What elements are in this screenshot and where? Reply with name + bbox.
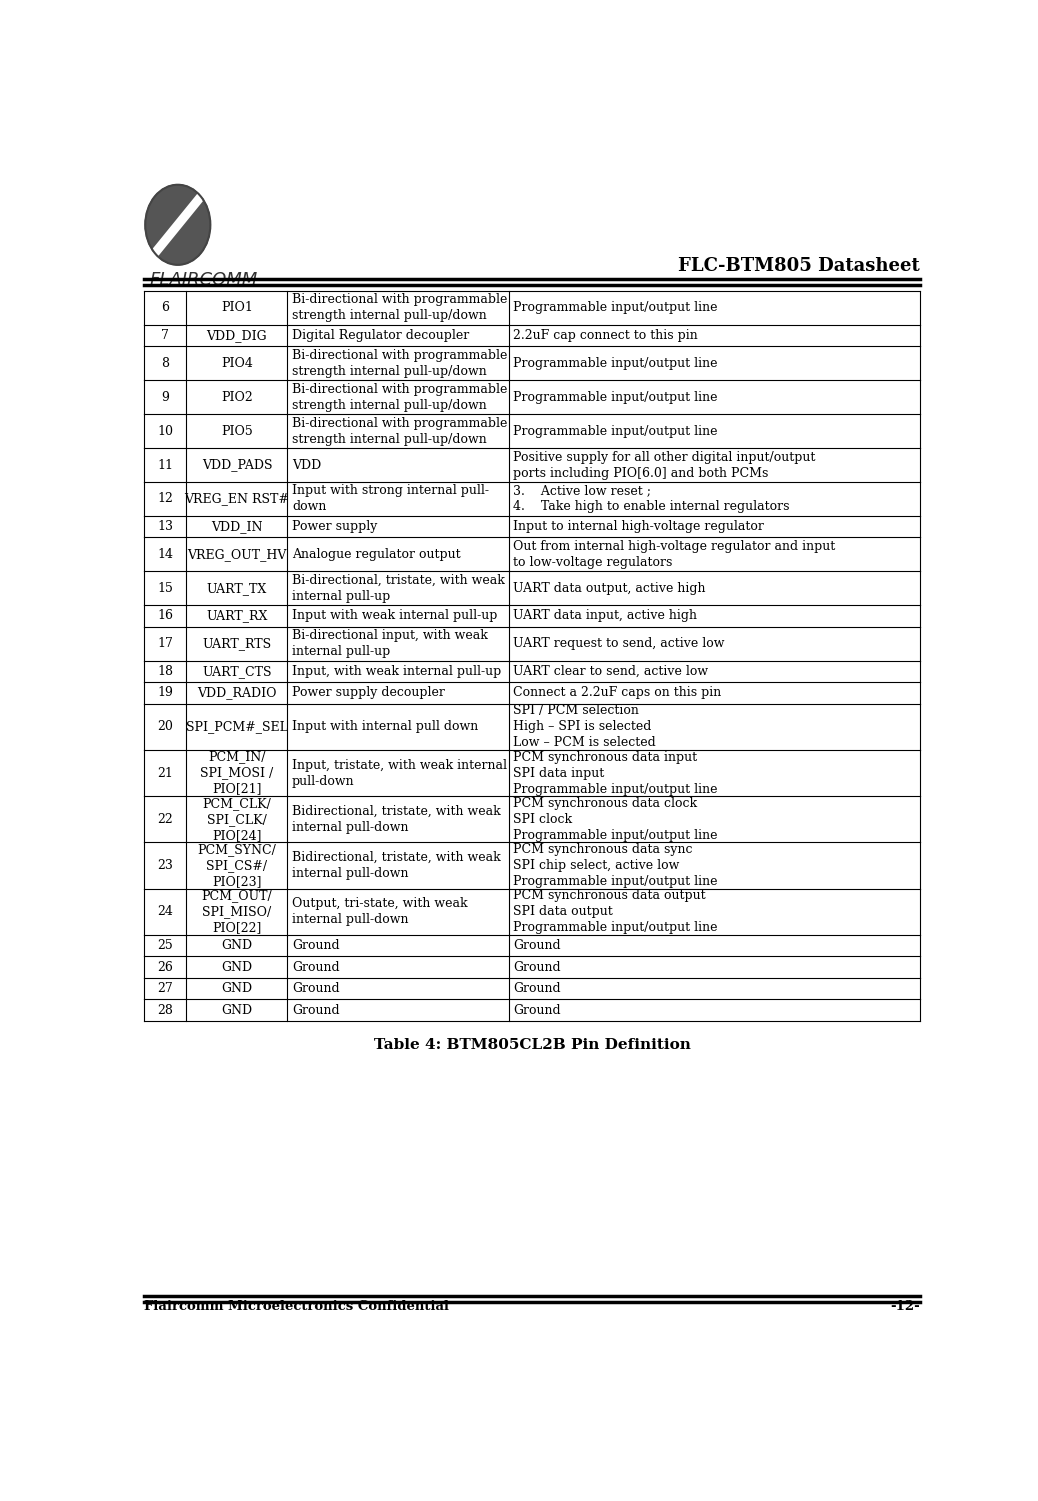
Text: 24: 24 — [157, 905, 173, 919]
Text: PCM synchronous data output
SPI data output
Programmable input/output line: PCM synchronous data output SPI data out… — [514, 889, 718, 934]
Text: 7: 7 — [161, 329, 169, 342]
Text: 14: 14 — [157, 548, 173, 561]
Text: 22: 22 — [157, 812, 173, 826]
Text: UART data output, active high: UART data output, active high — [514, 582, 706, 594]
Text: Ground: Ground — [514, 940, 561, 952]
Text: PIO1: PIO1 — [221, 302, 253, 314]
Text: Output, tri-state, with weak
internal pull-down: Output, tri-state, with weak internal pu… — [292, 898, 468, 926]
Text: Ground: Ground — [292, 940, 339, 952]
Text: Programmable input/output line: Programmable input/output line — [514, 302, 718, 314]
Text: 21: 21 — [157, 767, 173, 779]
Text: Input to internal high-voltage regulator: Input to internal high-voltage regulator — [514, 521, 764, 533]
Text: PCM synchronous data input
SPI data input
Programmable input/output line: PCM synchronous data input SPI data inpu… — [514, 750, 718, 796]
Text: 8: 8 — [161, 357, 169, 369]
Text: Table 4: BTM805CL2B Pin Definition: Table 4: BTM805CL2B Pin Definition — [374, 1037, 690, 1052]
Text: GND: GND — [221, 982, 252, 995]
Text: Bidirectional, tristate, with weak
internal pull-down: Bidirectional, tristate, with weak inter… — [292, 851, 500, 880]
Text: Programmable input/output line: Programmable input/output line — [514, 425, 718, 438]
Text: Power supply: Power supply — [292, 521, 378, 533]
Text: PIO5: PIO5 — [221, 425, 253, 438]
Text: PCM_CLK/
SPI_CLK/
PIO[24]: PCM_CLK/ SPI_CLK/ PIO[24] — [202, 797, 271, 842]
Text: GND: GND — [221, 961, 252, 974]
Text: Positive supply for all other digital input/output
ports including PIO[6.0] and : Positive supply for all other digital in… — [514, 450, 816, 479]
Text: FLC-BTM805 Datasheet: FLC-BTM805 Datasheet — [679, 257, 921, 275]
Text: Bi-directional with programmable
strength internal pull-up/down: Bi-directional with programmable strengt… — [292, 417, 508, 446]
Ellipse shape — [145, 185, 211, 264]
Text: 18: 18 — [157, 665, 173, 678]
Text: 26: 26 — [157, 961, 173, 974]
Text: 2.2uF cap connect to this pin: 2.2uF cap connect to this pin — [514, 329, 699, 342]
Text: SPI / PCM selection
High – SPI is selected
Low – PCM is selected: SPI / PCM selection High – SPI is select… — [514, 704, 656, 749]
Text: 3.    Active low reset ;
4.    Take high to enable internal regulators: 3. Active low reset ; 4. Take high to en… — [514, 485, 790, 513]
Text: PIO2: PIO2 — [221, 390, 253, 404]
Text: Ground: Ground — [292, 1004, 339, 1016]
Text: UART_CTS: UART_CTS — [202, 665, 272, 678]
Text: UART_RX: UART_RX — [207, 609, 268, 623]
Text: 11: 11 — [157, 458, 173, 471]
Text: Input, tristate, with weak internal
pull-down: Input, tristate, with weak internal pull… — [292, 758, 507, 788]
Text: Ground: Ground — [514, 961, 561, 974]
Text: GND: GND — [221, 940, 252, 952]
Text: Programmable input/output line: Programmable input/output line — [514, 390, 718, 404]
Text: Bi-directional, tristate, with weak
internal pull-up: Bi-directional, tristate, with weak inte… — [292, 573, 504, 603]
Text: 28: 28 — [157, 1004, 173, 1016]
Text: 20: 20 — [157, 720, 173, 734]
Text: Power supply decoupler: Power supply decoupler — [292, 686, 445, 699]
Text: 27: 27 — [157, 982, 173, 995]
Text: -12-: -12- — [891, 1300, 921, 1313]
Text: 9: 9 — [161, 390, 169, 404]
Text: PCM synchronous data sync
SPI chip select, active low
Programmable input/output : PCM synchronous data sync SPI chip selec… — [514, 844, 718, 889]
Text: Bi-directional with programmable
strength internal pull-up/down: Bi-directional with programmable strengt… — [292, 293, 508, 323]
Text: 17: 17 — [157, 636, 173, 650]
Text: FLAIRCOMM: FLAIRCOMM — [149, 272, 257, 290]
Text: Bi-directional with programmable
strength internal pull-up/down: Bi-directional with programmable strengt… — [292, 348, 508, 378]
Text: UART data input, active high: UART data input, active high — [514, 609, 698, 623]
Text: VREG_EN RST#: VREG_EN RST# — [185, 492, 290, 506]
Text: 6: 6 — [161, 302, 169, 314]
Text: Bidirectional, tristate, with weak
internal pull-down: Bidirectional, tristate, with weak inter… — [292, 805, 500, 833]
Text: UART_RTS: UART_RTS — [202, 636, 272, 650]
Text: Bi-directional input, with weak
internal pull-up: Bi-directional input, with weak internal… — [292, 629, 488, 657]
Text: VDD_RADIO: VDD_RADIO — [197, 686, 277, 699]
Text: Connect a 2.2uF caps on this pin: Connect a 2.2uF caps on this pin — [514, 686, 721, 699]
Text: UART clear to send, active low: UART clear to send, active low — [514, 665, 709, 678]
Text: 12: 12 — [157, 492, 173, 506]
Text: VREG_OUT_HV: VREG_OUT_HV — [187, 548, 286, 561]
Text: PCM_OUT/
SPI_MISO/
PIO[22]: PCM_OUT/ SPI_MISO/ PIO[22] — [201, 889, 272, 934]
Text: Input with internal pull down: Input with internal pull down — [292, 720, 479, 734]
Text: VDD_DIG: VDD_DIG — [207, 329, 267, 342]
Text: VDD: VDD — [292, 458, 322, 471]
Text: Ground: Ground — [514, 982, 561, 995]
Text: SPI_PCM#_SEL: SPI_PCM#_SEL — [186, 720, 288, 734]
Text: Programmable input/output line: Programmable input/output line — [514, 357, 718, 369]
Text: VDD_PADS: VDD_PADS — [201, 458, 272, 471]
Text: Input, with weak internal pull-up: Input, with weak internal pull-up — [292, 665, 501, 678]
Text: Digital Regulator decoupler: Digital Regulator decoupler — [292, 329, 469, 342]
Text: Input with strong internal pull-
down: Input with strong internal pull- down — [292, 485, 489, 513]
Text: 23: 23 — [157, 859, 173, 872]
Text: Flaircomm Microelectronics Confidential: Flaircomm Microelectronics Confidential — [143, 1300, 448, 1313]
Text: 16: 16 — [157, 609, 173, 623]
Text: 19: 19 — [157, 686, 173, 699]
Text: Bi-directional with programmable
strength internal pull-up/down: Bi-directional with programmable strengt… — [292, 383, 508, 411]
Text: PCM_IN/
SPI_MOSI /
PIO[21]: PCM_IN/ SPI_MOSI / PIO[21] — [200, 750, 273, 796]
Text: Ground: Ground — [292, 982, 339, 995]
Text: Ground: Ground — [514, 1004, 561, 1016]
Text: Out from internal high-voltage regulator and input
to low-voltage regulators: Out from internal high-voltage regulator… — [514, 540, 836, 569]
Text: PCM_SYNC/
SPI_CS#/
PIO[23]: PCM_SYNC/ SPI_CS#/ PIO[23] — [197, 844, 276, 889]
Text: 25: 25 — [157, 940, 173, 952]
Text: VDD_IN: VDD_IN — [211, 521, 263, 533]
Text: GND: GND — [221, 1004, 252, 1016]
Text: 10: 10 — [157, 425, 173, 438]
Text: UART request to send, active low: UART request to send, active low — [514, 636, 725, 650]
Text: Analogue regulator output: Analogue regulator output — [292, 548, 461, 561]
Text: 13: 13 — [157, 521, 173, 533]
Text: PCM synchronous data clock
SPI clock
Programmable input/output line: PCM synchronous data clock SPI clock Pro… — [514, 797, 718, 842]
Text: PIO4: PIO4 — [221, 357, 253, 369]
Text: Ground: Ground — [292, 961, 339, 974]
Text: 15: 15 — [157, 582, 173, 594]
Text: Input with weak internal pull-up: Input with weak internal pull-up — [292, 609, 497, 623]
Text: UART_TX: UART_TX — [207, 582, 267, 594]
